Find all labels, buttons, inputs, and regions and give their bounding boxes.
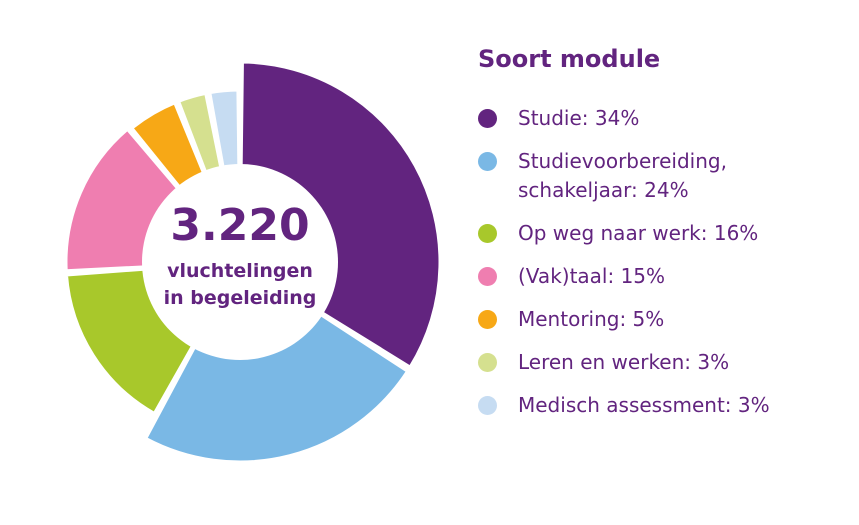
legend-item: Mentoring: 5% (478, 305, 848, 334)
legend-label: Leren en werken: 3% (518, 350, 730, 374)
center-total: 3.220 (170, 200, 309, 251)
legend-item: Studievoorbereiding, schakeljaar: 24% (478, 147, 848, 205)
center-caption-line2: in begeleiding (164, 287, 317, 309)
legend-swatch (478, 267, 497, 286)
legend-item: Studie: 34% (478, 104, 848, 133)
legend-swatch (478, 109, 497, 128)
legend-item: Leren en werken: 3% (478, 348, 848, 377)
legend-swatch (478, 224, 497, 243)
legend-label: Op weg naar werk: 16% (518, 221, 759, 245)
donut-hole (142, 164, 338, 360)
legend-item: Op weg naar werk: 16% (478, 219, 848, 248)
legend-title: Soort module (478, 45, 661, 73)
legend-label: Studie: 34% (518, 106, 640, 130)
legend-item: Medisch assessment: 3% (478, 391, 848, 420)
donut-chart: 3.220 vluchtelingen in begeleiding (64, 60, 442, 464)
legend: Soort module Studie: 34% Studievoorbereid… (478, 42, 848, 434)
legend-item: (Vak)taal: 15% (478, 262, 848, 291)
legend-label: Studievoorbereiding, schakeljaar: 24% (518, 149, 727, 202)
legend-swatch (478, 353, 497, 372)
legend-list: Studie: 34% Studievoorbereiding, schakelj… (478, 104, 848, 420)
legend-swatch (478, 310, 497, 329)
legend-swatch (478, 396, 497, 415)
legend-label: Mentoring: 5% (518, 307, 665, 331)
legend-swatch (478, 152, 497, 171)
center-caption-line1: vluchtelingen (167, 260, 313, 282)
legend-label: (Vak)taal: 15% (518, 264, 666, 288)
legend-label: Medisch assessment: 3% (518, 393, 770, 417)
